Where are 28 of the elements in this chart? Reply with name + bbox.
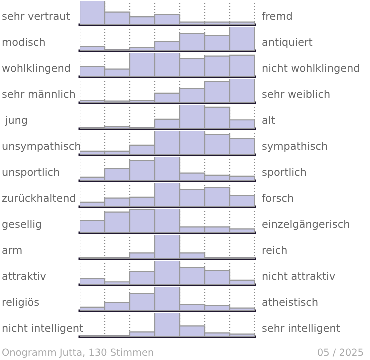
y2-axis-title: nicht attraktiv xyxy=(262,272,336,280)
y-axis-title: zurückhaltend xyxy=(2,194,76,202)
y2-axis-title: alt xyxy=(262,116,276,124)
y-axis-title: unsympathisch xyxy=(2,142,80,152)
y2-axis-title: fremd xyxy=(262,12,292,20)
y2-axis-title: sehr weiblich xyxy=(262,90,330,98)
y2-axis-title: reich xyxy=(262,246,287,254)
y-axis-title: sehr vertraut xyxy=(2,12,70,20)
y2-axis-title: sympathisch xyxy=(262,142,328,152)
y-axis-title: sehr männlich xyxy=(2,90,75,98)
y2-axis-title: einzelgängerisch xyxy=(262,220,350,230)
y-axis-title: wohlklingend xyxy=(2,64,70,74)
text: 05 / 2025 xyxy=(318,348,364,357)
y-axis-title: unsportlich xyxy=(2,168,60,178)
y2-axis-title: forsch xyxy=(262,194,294,202)
text: Onogramm Jutta, 130 Stimmen xyxy=(2,348,154,358)
y2-axis-title: nicht wohlklingend xyxy=(262,64,360,74)
y2-axis-title: atheistisch xyxy=(262,298,318,306)
y2-axis-title: antiquiert xyxy=(262,38,313,48)
y2-axis-title: sehr intelligent xyxy=(262,324,340,334)
y-axis-title: arm xyxy=(2,248,22,254)
y-axis-title: religiös xyxy=(2,298,40,308)
y-axis-title: nicht intelligent xyxy=(2,324,84,334)
y-axis-title: modisch xyxy=(2,38,45,46)
y-axis-title: attraktiv xyxy=(2,272,46,280)
y2-axis-title: sportlich xyxy=(262,168,306,178)
y-axis-title: jung xyxy=(5,116,28,126)
y-axis-title: gesellig xyxy=(2,220,42,230)
